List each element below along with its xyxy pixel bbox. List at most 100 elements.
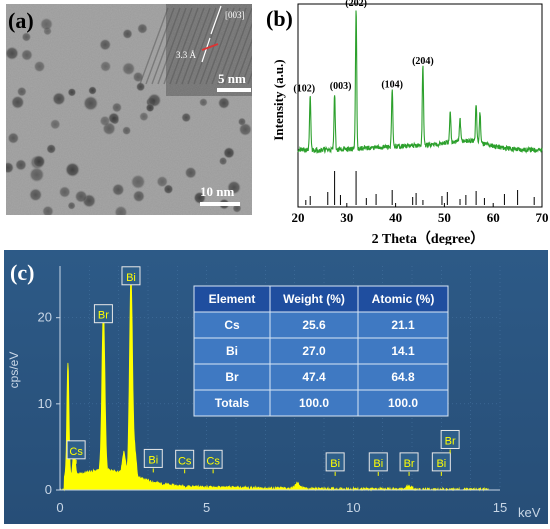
- fringe-line: [223, 7, 252, 85]
- element-label-box: [66, 440, 86, 460]
- fringe-line: [205, 7, 235, 85]
- nanocrystal: [49, 119, 61, 130]
- edx-x-tick-label: 10: [346, 500, 360, 515]
- fringe-line: [151, 7, 181, 85]
- edx-y-axis-label: cps/eV: [7, 352, 21, 389]
- nanocrystal: [111, 183, 125, 196]
- element-label-box: [143, 448, 163, 468]
- element-label: Cs: [175, 449, 195, 474]
- nanocrystal: [217, 97, 230, 109]
- y-axis-label: Intensity (a.u.): [271, 59, 286, 140]
- nanocrystal: [16, 86, 27, 97]
- table-cell-text: 100.0: [299, 396, 329, 410]
- nanocrystal: [74, 190, 88, 203]
- table-cell-text: Br: [225, 370, 239, 384]
- nanocrystal: [99, 115, 111, 127]
- nanocrystal: [114, 205, 128, 215]
- nanocrystal: [145, 103, 155, 113]
- nanocrystal: [193, 191, 206, 204]
- nanocrystal: [136, 82, 146, 92]
- nanocrystal: [139, 111, 149, 122]
- fringe-line: [157, 7, 187, 85]
- nanocrystal: [67, 201, 76, 210]
- nanocrystal: [223, 147, 235, 159]
- nanocrystal: [6, 46, 19, 61]
- element-label: Br: [399, 452, 419, 476]
- nanocrystal: [67, 88, 77, 97]
- nanocrystal: [181, 112, 192, 123]
- xrd-pattern-line: [297, 10, 543, 154]
- table-cell-text: Totals: [215, 396, 250, 410]
- nanocrystal: [227, 180, 241, 195]
- table-cell-text: 14.1: [391, 344, 415, 358]
- edx-y-tick-label: 0: [45, 482, 52, 497]
- spacing-marker: [201, 37, 211, 63]
- x-tick-labels: 20 30 40 50 60 70: [292, 210, 549, 225]
- lattice-plane-label: [003]: [225, 10, 245, 20]
- hrtem-inset: [003] 3.3 Å 5 nm: [139, 4, 252, 96]
- reference-sticks: [305, 171, 535, 205]
- table-cell: [269, 311, 359, 339]
- x-tick-label: 60: [487, 210, 500, 225]
- nanocrystal: [29, 188, 43, 202]
- table-header-cell: [357, 285, 449, 313]
- fringe-line: [211, 7, 241, 85]
- element-label-box: [325, 452, 345, 472]
- nanocrystal: [40, 17, 53, 31]
- element-label-text: Bi: [148, 454, 158, 466]
- element-label: Cs: [66, 440, 86, 464]
- nanocrystal: [33, 60, 46, 73]
- main-scale-label: 10 nm: [200, 184, 234, 199]
- element-label: Bi: [368, 452, 388, 476]
- element-label: Bi: [143, 448, 163, 473]
- table-cell-text: 47.4: [302, 370, 326, 384]
- fringe-line: [193, 7, 223, 85]
- nanocrystal: [52, 92, 66, 106]
- table-cell-text: 100.0: [388, 396, 418, 410]
- nanocrystal: [83, 95, 99, 111]
- peak-label: (202): [345, 0, 367, 9]
- edx-x-tick-label: 5: [203, 500, 210, 515]
- fringe-line: [187, 7, 217, 85]
- element-label-box: [399, 452, 419, 472]
- nanocrystal: [21, 32, 32, 42]
- fringe-line: [139, 7, 169, 85]
- nanocrystal: [156, 175, 168, 188]
- nanocrystal: [111, 102, 122, 113]
- composition-table: Element Weight (%) Atomic (%) Cs 25.6 21.1 Bi 2…: [193, 285, 449, 417]
- nanocrystal: [199, 98, 208, 107]
- element-label-box: [431, 452, 451, 472]
- x-tick-label: 50: [438, 210, 451, 225]
- element-label-text: Cs: [206, 455, 220, 467]
- panel-b-label: (b): [266, 6, 293, 31]
- fringe-line: [163, 7, 193, 85]
- table-header-text: Weight (%): [283, 292, 345, 306]
- element-label-text: Cs: [178, 455, 192, 467]
- peak-label: (104): [381, 79, 403, 90]
- peak-label: (204): [412, 56, 434, 67]
- element-label: Bi: [431, 452, 451, 476]
- inset-scale-label: 5 nm: [218, 71, 246, 86]
- nanocrystal: [132, 190, 145, 203]
- table-cell-text: 21.1: [391, 318, 415, 332]
- nanocrystal: [46, 144, 57, 154]
- table-cell: [269, 337, 359, 365]
- element-label-text: Br: [404, 458, 415, 470]
- nanocrystal: [15, 159, 27, 171]
- inset-scale-bar: [217, 88, 251, 92]
- nanocrystal: [121, 61, 136, 76]
- element-label-text: Cs: [69, 446, 83, 458]
- element-label-box: [121, 266, 141, 286]
- xrd-plot-frame: [297, 3, 543, 208]
- table-cell-text: Cs: [224, 318, 240, 332]
- nanocrystal: [218, 156, 228, 166]
- nanocrystal: [32, 155, 46, 168]
- x-tick-label: 30: [340, 210, 353, 225]
- table-cell: [357, 311, 449, 339]
- nanocrystal: [232, 203, 242, 213]
- nanocrystal: [100, 60, 112, 72]
- nanocrystal: [163, 184, 174, 195]
- panel-c-label: (c): [10, 260, 35, 285]
- spacing-red-line: [201, 43, 219, 51]
- table-cell-text: 64.8: [391, 370, 415, 384]
